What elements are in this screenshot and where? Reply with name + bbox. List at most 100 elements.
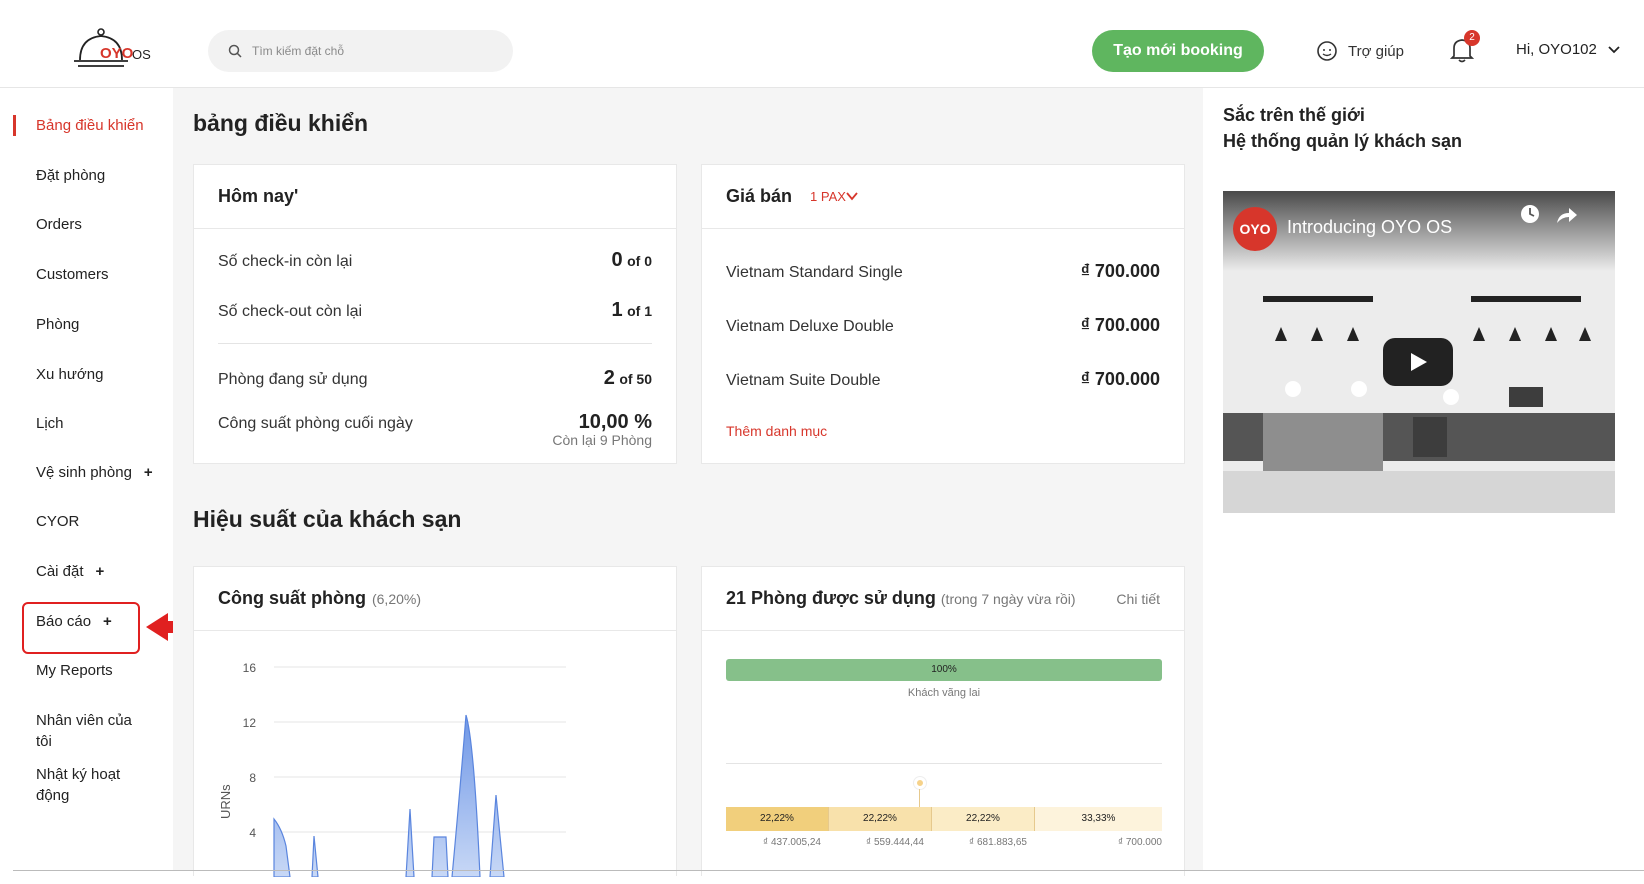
notification-button[interactable]: 2 xyxy=(1449,30,1480,64)
row-label: Công suất phòng cuối ngày xyxy=(218,415,413,432)
sidebar-item-dashboard[interactable]: Bảng điều khiển xyxy=(13,115,173,136)
notification-badge: 2 xyxy=(1464,30,1480,46)
sidebar-item-booking[interactable]: Đặt phòng xyxy=(13,165,173,186)
occupancy-chart: 16 12 8 4 URNs xyxy=(218,661,566,877)
occupancy-area xyxy=(273,714,505,877)
rooms-used-title: 21 Phòng được sử dụng xyxy=(726,588,936,608)
sidebar-item-reports[interactable]: Báo cáo + xyxy=(13,611,173,632)
row-value: 0 xyxy=(611,249,623,271)
sidebar-item-rooms[interactable]: Phòng xyxy=(13,314,173,335)
sidebar-item-my-reports[interactable]: My Reports xyxy=(13,660,173,681)
pricing-card-title: Giá bán xyxy=(726,186,793,206)
bell-icon xyxy=(1449,39,1475,63)
search-icon xyxy=(228,44,242,58)
price-label: ₫ 559.444,44 xyxy=(866,837,924,848)
row-label: Số check-in còn lại xyxy=(218,253,353,270)
source-bar: 100% xyxy=(726,659,1162,681)
rooms-used-subtitle: (trong 7 ngày vừa rồi) xyxy=(940,591,1076,607)
logo-text: OYO xyxy=(100,45,134,62)
sidebar-item-housekeeping[interactable]: Vệ sinh phòng + xyxy=(13,462,173,483)
pax-label: 1 PAX xyxy=(810,189,846,204)
right-panel-title: Sắc trên thế giới Hệ thống quản lý khách… xyxy=(1223,102,1462,154)
occupancy-card-header: Công suất phòng (6,20%) xyxy=(194,567,676,631)
sidebar-item-label: My Reports xyxy=(36,662,113,679)
segment: 22,22% xyxy=(726,807,829,831)
row-suffix: of 0 xyxy=(627,253,652,269)
detail-link[interactable]: Chi tiết xyxy=(1116,590,1160,607)
expand-plus-icon[interactable]: + xyxy=(103,613,112,630)
row-value: 1 xyxy=(611,299,623,321)
sidebar-item-label: Nhật ký hoạt động xyxy=(36,766,121,804)
sidebar-item-label: Vệ sinh phòng xyxy=(36,464,132,481)
new-booking-button[interactable]: Tạo mới booking xyxy=(1092,30,1264,72)
video-title[interactable]: Introducing OYO OS xyxy=(1287,217,1453,237)
y-tick: 4 xyxy=(249,826,256,840)
today-row-checkin: Số check-in còn lại 0 of 0 xyxy=(218,249,652,272)
sidebar-item-orders[interactable]: Orders xyxy=(13,214,173,235)
play-button[interactable] xyxy=(1383,338,1453,386)
intro-video[interactable]: OYO Introducing OYO OS xyxy=(1223,191,1615,513)
reports-highlight-box xyxy=(22,602,140,654)
bottom-border xyxy=(13,870,1644,871)
right-panel: Sắc trên thế giới Hệ thống quản lý khách… xyxy=(1203,88,1644,870)
y-tick: 8 xyxy=(249,771,256,785)
search-input[interactable] xyxy=(252,44,492,58)
sidebar-item-settings[interactable]: Cài đặt + xyxy=(13,561,173,582)
title-line: Sắc trên thế giới xyxy=(1223,105,1365,125)
pax-dropdown[interactable]: 1 PAX xyxy=(810,189,858,204)
today-row-eod-occupancy: Công suất phòng cuối ngày 10,00 % Còn lạ… xyxy=(218,412,652,449)
sidebar-item-label: Customers xyxy=(36,266,109,283)
y-tick: 16 xyxy=(243,661,257,675)
price-marker xyxy=(914,777,926,789)
oyo-os-logo[interactable]: OYO OS xyxy=(74,28,160,74)
sidebar-item-label: Đặt phòng xyxy=(36,167,106,184)
room-type: Vietnam Standard Single xyxy=(726,264,903,281)
clock-icon[interactable] xyxy=(1519,203,1541,225)
occupancy-pct: (6,20%) xyxy=(371,590,422,607)
sidebar-item-customers[interactable]: Customers xyxy=(13,264,173,285)
sidebar-item-label: Cài đặt xyxy=(36,563,84,580)
occupancy-card: Công suất phòng (6,20%) 16 12 8 4 URNs xyxy=(193,566,677,877)
logo-suffix: OS xyxy=(132,47,151,62)
main-content: bảng điều khiển Hôm nay' Số check-in còn… xyxy=(173,88,1203,877)
page-title: bảng điều khiển xyxy=(193,110,369,136)
user-menu[interactable]: Hi, OYO102 xyxy=(1516,41,1621,58)
occupancy-title: Công suất phòng xyxy=(218,588,366,608)
sidebar-item-cyor[interactable]: CYOR xyxy=(13,511,173,532)
sidebar-item-my-staff[interactable]: Nhân viên của tôi xyxy=(13,710,133,752)
room-type: Vietnam Suite Double xyxy=(726,372,881,389)
sidebar-item-calendar[interactable]: Lịch xyxy=(13,413,173,434)
video-channel-logo: OYO xyxy=(1233,207,1277,251)
performance-title: Hiệu suất của khách sạn xyxy=(193,506,462,532)
price-row: Vietnam Suite Double ₫ 700.000 xyxy=(726,369,1160,390)
user-greeting: Hi, OYO102 xyxy=(1516,41,1597,58)
row-label: Phòng đang sử dụng xyxy=(218,371,368,388)
search-bar[interactable] xyxy=(208,30,513,72)
sidebar-item-label: Phòng xyxy=(36,316,80,333)
room-price: ₫ 700.000 xyxy=(1080,315,1160,335)
marker-line xyxy=(919,789,920,817)
segment: 22,22% xyxy=(932,807,1035,831)
title-line: Hệ thống quản lý khách sạn xyxy=(1223,131,1463,151)
price-label: ₫ 700.000 xyxy=(1117,837,1162,848)
price-labels: ₫ 437.005,24 ₫ 559.444,44 ₫ 681.883,65 ₫… xyxy=(726,837,1162,848)
share-icon[interactable] xyxy=(1555,205,1579,225)
room-type: Vietnam Deluxe Double xyxy=(726,318,894,335)
play-icon xyxy=(1411,353,1427,371)
sidebar-item-label: Xu hướng xyxy=(36,366,104,383)
today-card: Hôm nay' Số check-in còn lại 0 of 0 Số c… xyxy=(193,164,677,464)
source-caption: Khách vãng lai xyxy=(907,687,981,699)
add-category-link[interactable]: Thêm danh mục xyxy=(726,423,828,439)
divider xyxy=(726,763,1162,764)
help-link[interactable]: Trợ giúp xyxy=(1316,40,1404,62)
expand-plus-icon[interactable]: + xyxy=(143,464,153,481)
row-suffix: of 50 xyxy=(619,371,652,387)
expand-plus-icon[interactable]: + xyxy=(95,563,105,580)
sidebar-item-activity-log[interactable]: Nhật ký hoạt động xyxy=(13,764,133,806)
sidebar-item-trends[interactable]: Xu hướng xyxy=(13,364,173,385)
sidebar-item-label: Orders xyxy=(36,216,82,233)
pricing-card: Giá bán 1 PAX Vietnam Standard Single ₫ … xyxy=(701,164,1185,464)
room-price: ₫ 700.000 xyxy=(1080,369,1160,389)
sidebar-item-label: CYOR xyxy=(36,513,80,530)
